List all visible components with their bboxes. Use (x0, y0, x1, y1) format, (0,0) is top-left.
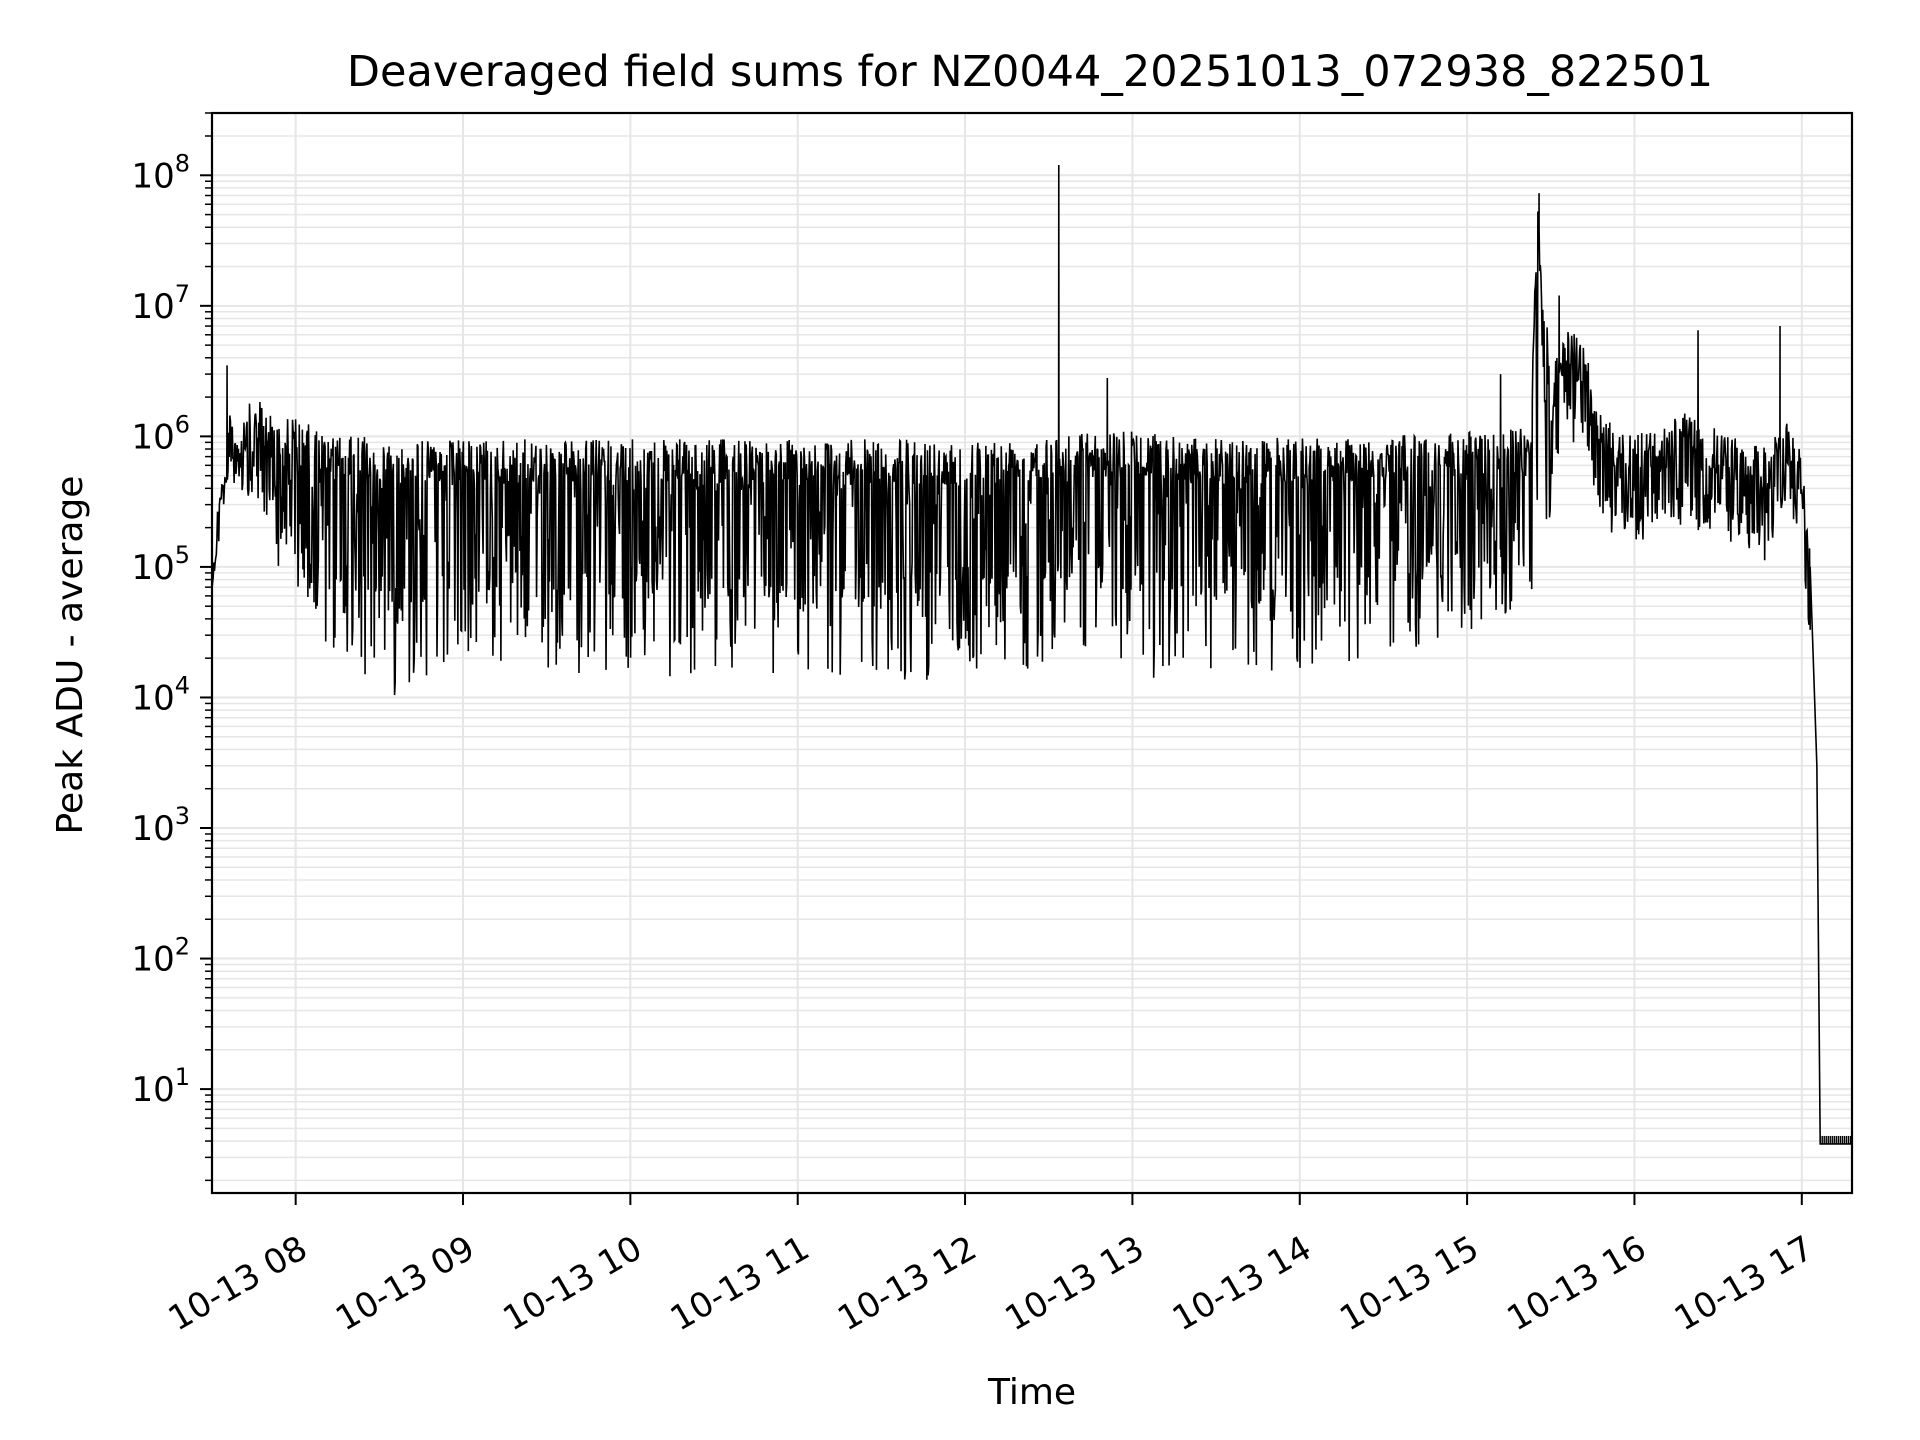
grid (212, 112, 1852, 1193)
y-tick-label: 108 (131, 149, 190, 196)
y-tick-exponent: 7 (175, 280, 190, 308)
y-tick-exponent: 2 (175, 933, 190, 961)
plot-frame (210, 111, 1854, 1195)
x-axis-label: Time (987, 1372, 1076, 1413)
y-tick-base: 10 (131, 809, 174, 849)
y-tick-label: 102 (131, 933, 190, 980)
y-tick-exponent: 3 (175, 802, 190, 830)
y-tick-base: 10 (131, 548, 174, 588)
series-group (211, 164, 1852, 1145)
y-tick-exponent: 6 (175, 410, 190, 438)
y-tick-base: 10 (131, 940, 174, 980)
y-tick-base: 10 (131, 1070, 174, 1110)
y-tick-exponent: 1 (175, 1063, 190, 1091)
y-tick-label: 105 (131, 541, 190, 588)
y-tick-base: 10 (131, 417, 174, 457)
chart-title: Deaveraged field sums for NZ0044_2025101… (347, 47, 1713, 97)
y-tick-label: 107 (131, 280, 190, 327)
y-tick-label: 103 (131, 802, 190, 849)
y-tick-label: 104 (131, 671, 190, 718)
y-axis-label: Peak ADU - average (50, 476, 91, 835)
y-tick-base: 10 (131, 678, 174, 718)
y-tick-label: 106 (131, 410, 190, 457)
y-tick-exponent: 8 (175, 149, 190, 177)
series-line (211, 164, 1852, 1145)
y-tick-label: 101 (131, 1063, 190, 1110)
y-tick-exponent: 4 (175, 671, 190, 699)
y-tick-exponent: 5 (175, 541, 190, 569)
y-tick-base: 10 (131, 287, 174, 327)
y-tick-base: 10 (131, 156, 174, 196)
